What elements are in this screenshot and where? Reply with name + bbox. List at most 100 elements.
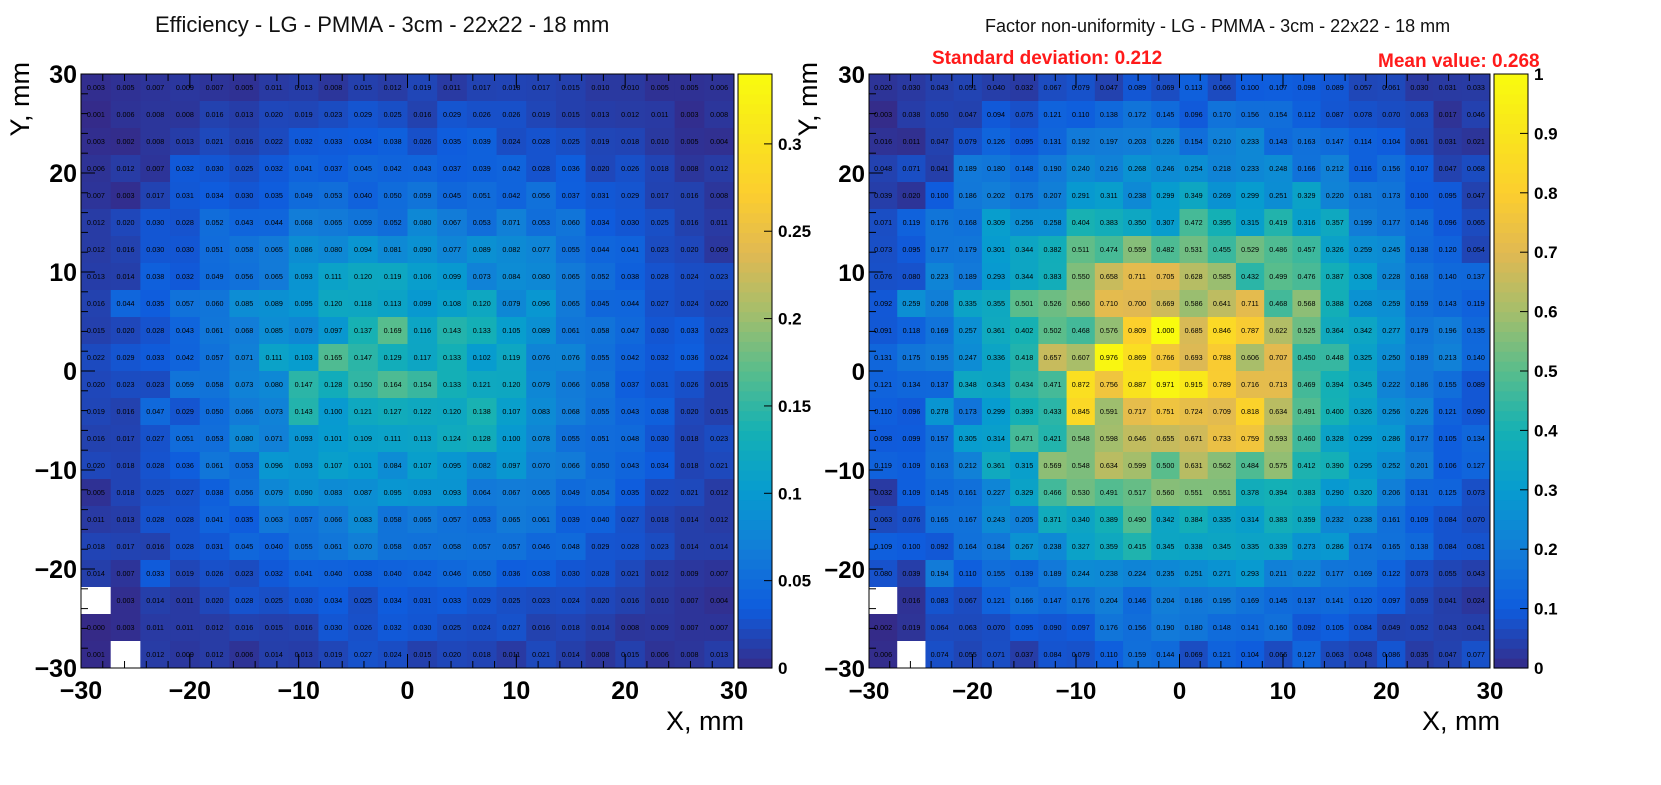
cell-label: 0.025 (562, 137, 580, 146)
heatmap-cell (407, 533, 438, 561)
cell-label: 0.258 (1043, 218, 1061, 227)
heatmap-cell (644, 533, 676, 561)
cell-label: 0.026 (354, 623, 372, 632)
heatmap-cell (259, 641, 290, 669)
heatmap-cell (555, 236, 587, 264)
cell-label: 0.081 (384, 245, 402, 254)
heatmap-cell (229, 479, 260, 507)
colorbar-segment (1494, 410, 1528, 422)
cell-label: 0.058 (235, 245, 253, 254)
cell-label: 0.080 (874, 569, 892, 578)
cell-label: 0.031 (651, 380, 669, 389)
cell-label: 0.071 (502, 218, 520, 227)
heatmap-cell (466, 236, 498, 264)
cell-label: 0.213 (1439, 353, 1457, 362)
x-tick-label: 20 (611, 677, 639, 705)
cell-label: 0.030 (651, 326, 669, 335)
cell-label: 0.157 (931, 434, 949, 443)
cell-label: 0.032 (651, 353, 669, 362)
cell-label: 0.705 (1156, 272, 1174, 281)
heatmap-cell (1151, 290, 1180, 318)
cell-label: 0.388 (1326, 299, 1344, 308)
cell-label: 0.395 (1213, 218, 1231, 227)
cell-label: 0.065 (562, 299, 580, 308)
cell-label: 0.114 (1354, 137, 1371, 146)
heatmap-cell (1433, 209, 1463, 237)
heatmap-cell (348, 128, 379, 156)
cell-label: 0.055 (562, 245, 580, 254)
heatmap-cell (288, 533, 319, 561)
heatmap-cell (348, 614, 379, 642)
heatmap-cell (1348, 209, 1378, 237)
cell-label: 0.011 (443, 83, 460, 92)
heatmap-cell (81, 641, 112, 669)
heatmap-cell (407, 425, 438, 453)
cell-label: 0.050 (473, 569, 491, 578)
heatmap-cell (318, 560, 349, 588)
cell-label: 0.004 (710, 137, 728, 146)
cell-label: 0.150 (354, 380, 372, 389)
heatmap-cell (1264, 452, 1293, 480)
cell-label: 0.124 (443, 434, 461, 443)
heatmap-cell (526, 128, 557, 156)
cell-label: 0.172 (1128, 110, 1146, 119)
heatmap-cell (981, 587, 1011, 615)
colorbar-label: 0.5 (1534, 362, 1558, 381)
heatmap-cell (1377, 101, 1406, 129)
cell-label: 0.290 (1326, 488, 1344, 497)
cell-label: 0.685 (1185, 326, 1203, 335)
heatmap-cell (981, 236, 1011, 264)
colorbar-label: 0.05 (778, 572, 811, 591)
cell-label: 0.711 (1128, 272, 1145, 281)
heatmap-cell (81, 398, 112, 426)
heatmap-cell (229, 614, 260, 642)
cell-label: 0.031 (1439, 137, 1457, 146)
cell-label: 0.316 (1298, 218, 1316, 227)
heatmap-cell (140, 560, 171, 588)
cell-label: 0.299 (1241, 191, 1259, 200)
cell-label: 0.011 (903, 137, 920, 146)
colorbar-segment (1494, 529, 1528, 540)
colorbar-segment (738, 588, 772, 600)
colorbar-segment (738, 658, 772, 669)
cell-label: 0.015 (562, 110, 580, 119)
heatmap-cell (1461, 155, 1491, 183)
cell-label: 0.020 (265, 110, 283, 119)
cell-label: 0.359 (1100, 542, 1118, 551)
heatmap-cell (170, 425, 201, 453)
colorbar-label: 0.2 (1534, 540, 1558, 559)
y-axis-label: Y, mm (793, 62, 823, 137)
heatmap-cell (674, 236, 705, 264)
cell-label: 0.070 (1382, 110, 1400, 119)
cell-label: 0.101 (324, 434, 342, 443)
cell-label: 0.038 (384, 137, 402, 146)
heatmap-cell (925, 182, 955, 210)
cell-label: 0.575 (1269, 461, 1287, 470)
cell-label: 0.788 (1213, 353, 1231, 362)
heatmap-cell (288, 398, 319, 426)
heatmap-cell (674, 128, 705, 156)
colorbar-segment (1494, 569, 1528, 580)
cell-label: 0.099 (413, 299, 431, 308)
colorbar-segment (738, 74, 772, 85)
cell-label: 0.014 (591, 623, 609, 632)
cell-label: 0.046 (532, 542, 550, 551)
heatmap-cell (437, 128, 468, 156)
cell-label: 0.161 (1382, 515, 1400, 524)
cell-label: 0.024 (384, 650, 402, 659)
cell-label: 0.486 (1269, 245, 1287, 254)
x-tick-label: 30 (720, 677, 748, 705)
heatmap-cell (1094, 587, 1124, 615)
heatmap-cell (953, 236, 983, 264)
colorbar-segment (738, 321, 772, 332)
heatmap-cell (348, 155, 379, 183)
heatmap-cell (704, 560, 735, 588)
cell-label: 0.057 (206, 353, 224, 362)
heatmap-cell (615, 317, 646, 345)
cell-label: 0.057 (473, 542, 491, 551)
cell-label: 0.013 (295, 650, 313, 659)
heatmap-cell (1179, 533, 1209, 561)
colorbar-segment (738, 272, 772, 283)
cell-label: 0.525 (1298, 326, 1316, 335)
heatmap-cell (437, 479, 468, 507)
